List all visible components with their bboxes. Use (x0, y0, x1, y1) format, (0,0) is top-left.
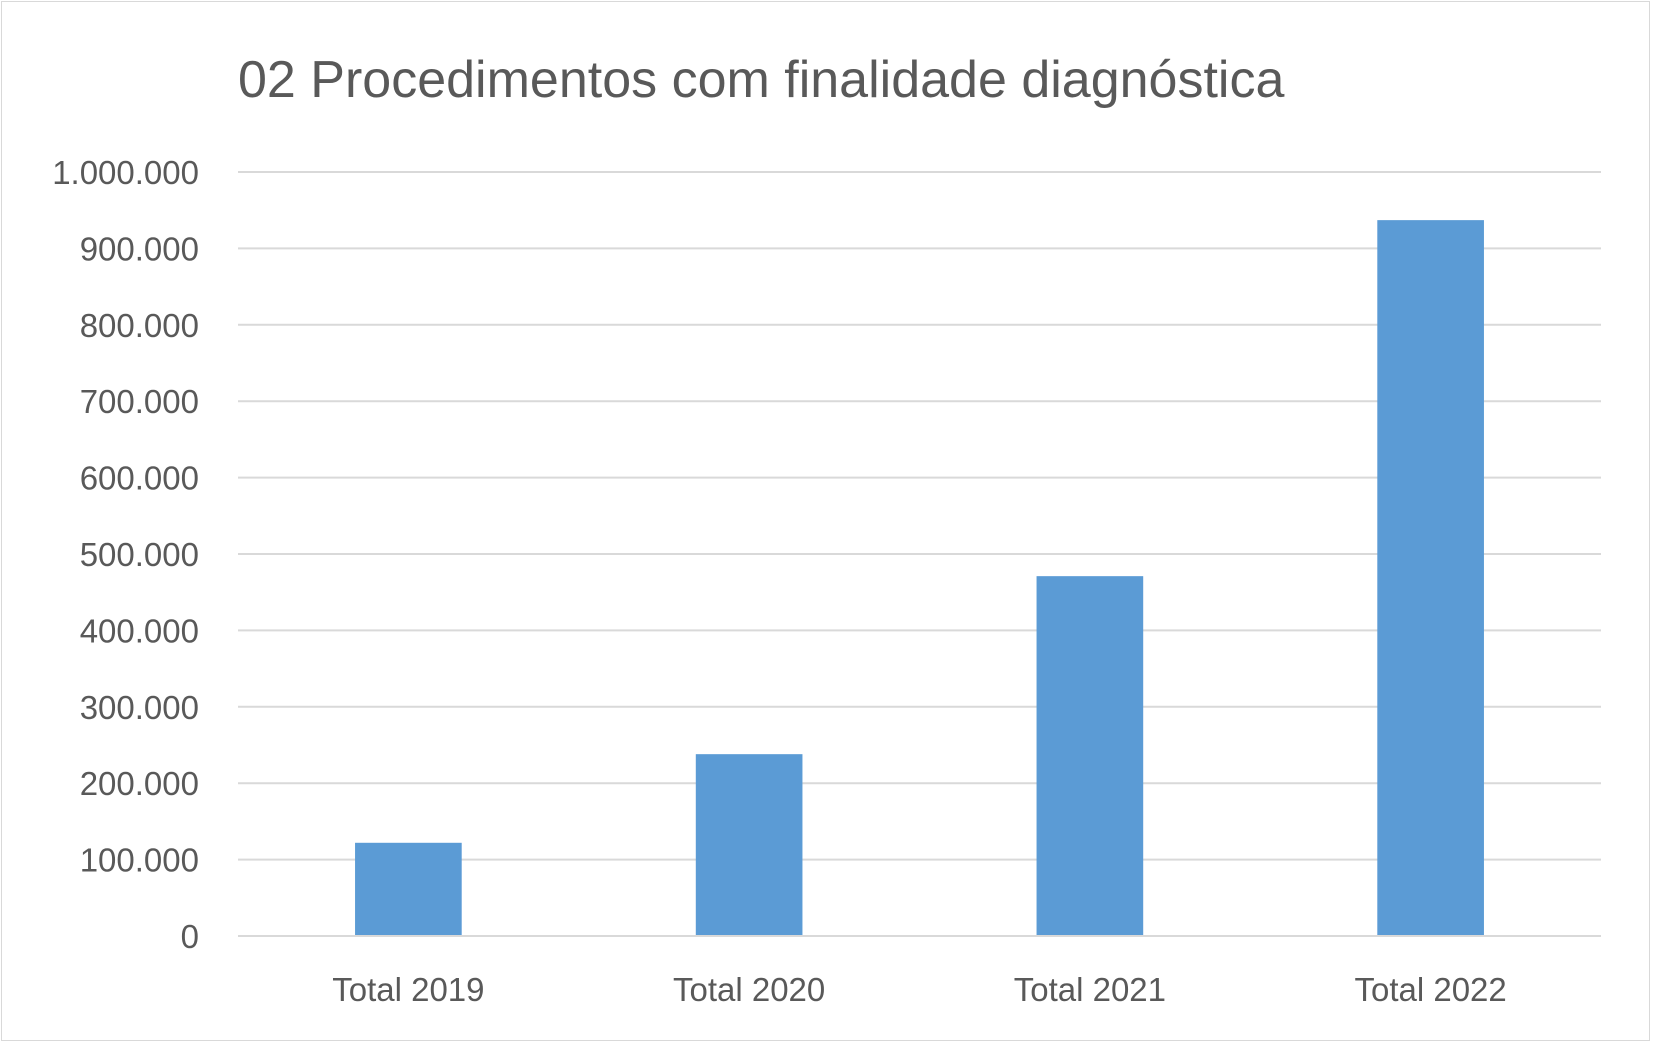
y-tick-label: 800.000 (80, 307, 199, 344)
chart-title: 02 Procedimentos com finalidade diagnóst… (238, 51, 1284, 109)
y-tick-label: 100.000 (80, 842, 199, 879)
y-tick-label: 900.000 (80, 230, 199, 267)
y-tick-label: 400.000 (80, 612, 199, 649)
bar (1036, 576, 1144, 936)
x-tick-label: Total 2022 (1354, 971, 1506, 1008)
y-tick-label: 1.000.000 (52, 154, 199, 191)
x-tick-label: Total 2019 (332, 971, 484, 1008)
y-tick-label: 0 (181, 918, 199, 955)
x-tick-label: Total 2021 (1014, 971, 1166, 1008)
grid-lines (238, 171, 1601, 861)
y-tick-label: 300.000 (80, 689, 199, 726)
y-tick-label: 200.000 (80, 765, 199, 802)
x-axis-ticks: Total 2019 Total 2020 Total 2021 Total 2022 (332, 971, 1507, 1008)
bar (695, 754, 803, 936)
bar (1377, 220, 1484, 936)
bars (355, 220, 1484, 936)
x-tick-label: Total 2020 (673, 971, 825, 1008)
y-tick-label: 600.000 (80, 460, 199, 497)
y-tick-label: 700.000 (80, 383, 199, 420)
y-axis-ticks: 0 100.000 200.000 300.000 400.000 500.000 600.… (52, 154, 199, 955)
bar (355, 842, 462, 936)
y-tick-label: 500.000 (80, 536, 199, 573)
